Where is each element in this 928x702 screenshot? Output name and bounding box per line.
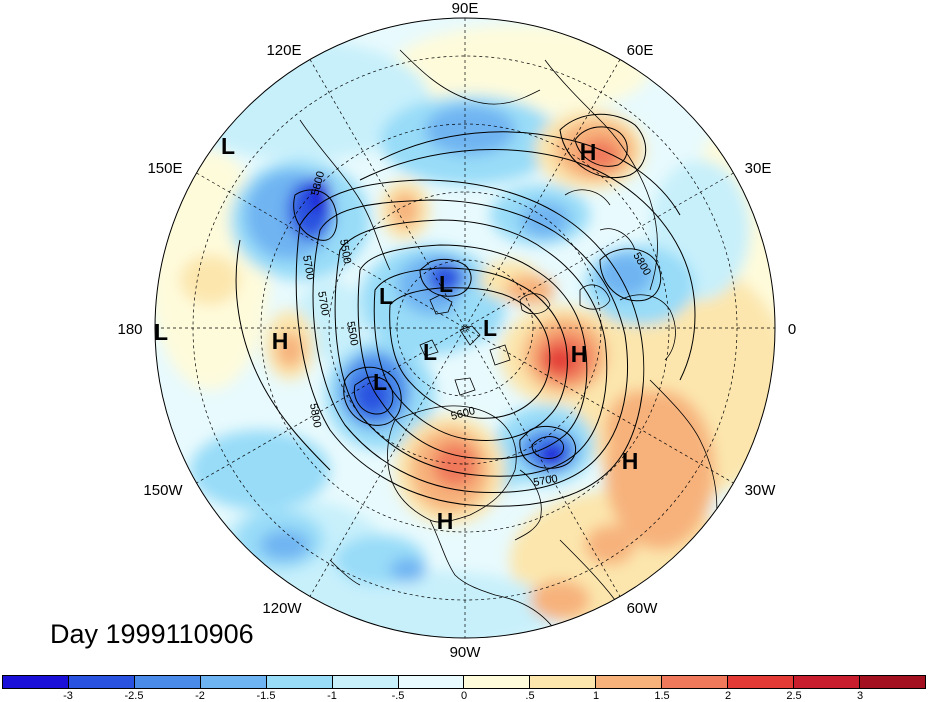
- colorbar-tick-label: 2: [724, 690, 732, 702]
- coastlines: [299, 49, 718, 631]
- low-center-label: L: [154, 319, 168, 345]
- lon-label-150w: 150W: [143, 482, 183, 499]
- colorbar-tick-label: 1.5: [654, 690, 670, 702]
- colorbar-tick-label: 0: [460, 690, 468, 702]
- colorbar-swatch: [859, 676, 925, 688]
- high-center-label: H: [272, 328, 289, 354]
- colorbar-tick-label: 1: [592, 690, 600, 702]
- lon-label-120e: 120E: [266, 42, 301, 59]
- contour-label: 5700: [315, 290, 331, 316]
- colorbar-swatch: [794, 676, 860, 688]
- colorbar-swatch: [398, 676, 465, 688]
- colorbar-swatch: [464, 676, 531, 688]
- colorbar-swatch: [662, 676, 729, 688]
- lon-label-60w: 60W: [627, 600, 659, 617]
- lon-label-90w: 90W: [450, 644, 482, 661]
- height-contours: [235, 113, 696, 507]
- colorbar-swatch: [266, 676, 333, 688]
- colorbar-tick-label: -2.5: [124, 690, 144, 702]
- colorbar-tick-label: -1.5: [256, 690, 276, 702]
- colorbar-tick-label: .5: [525, 690, 535, 702]
- pressure-centers: L H L L L L L H H L H H: [154, 133, 638, 534]
- low-center-label: L: [439, 271, 453, 297]
- contour-label: 5500: [344, 320, 360, 346]
- colorbar-swatch: [68, 676, 135, 688]
- graticule: [155, 18, 775, 638]
- high-center-label: H: [580, 139, 597, 165]
- colorbar-tick-label: -.5: [391, 690, 405, 702]
- colorbar-swatch: [530, 676, 597, 688]
- low-center-label: L: [483, 315, 497, 341]
- lon-label-0: 0: [788, 321, 796, 338]
- contour-labels: 5800 5700 5700 5500 5500 5800 5800 5600 …: [300, 170, 653, 489]
- low-center-label: L: [373, 369, 387, 395]
- lon-label-60e: 60E: [627, 42, 654, 59]
- high-center-label: H: [437, 508, 454, 534]
- colorbar-tick-label: -2: [195, 690, 205, 702]
- contour-label: 5500: [337, 238, 353, 264]
- lon-label-30e: 30E: [745, 160, 772, 177]
- colorbar-swatch: [728, 676, 795, 688]
- colorbar-tick-label: -3: [63, 690, 73, 702]
- polar-map: 90E 120E 60E 150E 30E 180 0 150W 30W 120…: [117, 0, 796, 661]
- high-center-label: H: [622, 448, 639, 474]
- contour-label: 5700: [532, 473, 558, 489]
- colorbar-tick-labels: -3 -2.5 -2 -1.5 -1 -.5 0 .5 1 1.5 2 2.5 3: [2, 690, 926, 702]
- low-center-label: L: [221, 133, 235, 159]
- colorbar-tick-label: -1: [327, 690, 337, 702]
- colorbar-swatch: [134, 676, 201, 688]
- colorbar-tick-label: 3: [856, 690, 864, 702]
- colorbar-swatch: [332, 676, 399, 688]
- colorbar-swatch: [3, 676, 69, 688]
- lon-label-150e: 150E: [147, 160, 182, 177]
- map-border: [154, 17, 776, 639]
- colorbar-swatch: [596, 676, 663, 688]
- lon-label-90e: 90E: [452, 0, 479, 17]
- low-center-label: L: [379, 283, 393, 309]
- colorbar-tick-label: 2.5: [786, 690, 802, 702]
- lon-label-180: 180: [117, 321, 142, 338]
- colorbar-swatch: [200, 676, 267, 688]
- day-label: Day 1999110906: [50, 619, 254, 649]
- lon-label-120w: 120W: [262, 600, 302, 617]
- contour-label: 5700: [300, 254, 316, 280]
- contour-label: 5800: [307, 402, 323, 428]
- longitude-labels: 90E 120E 60E 150E 30E 180 0 150W 30W 120…: [117, 0, 796, 661]
- colorbar: [2, 675, 926, 689]
- high-center-label: H: [571, 341, 588, 367]
- low-center-label: L: [423, 339, 437, 365]
- anomaly-field: [155, 18, 775, 638]
- lon-label-30w: 30W: [745, 482, 777, 499]
